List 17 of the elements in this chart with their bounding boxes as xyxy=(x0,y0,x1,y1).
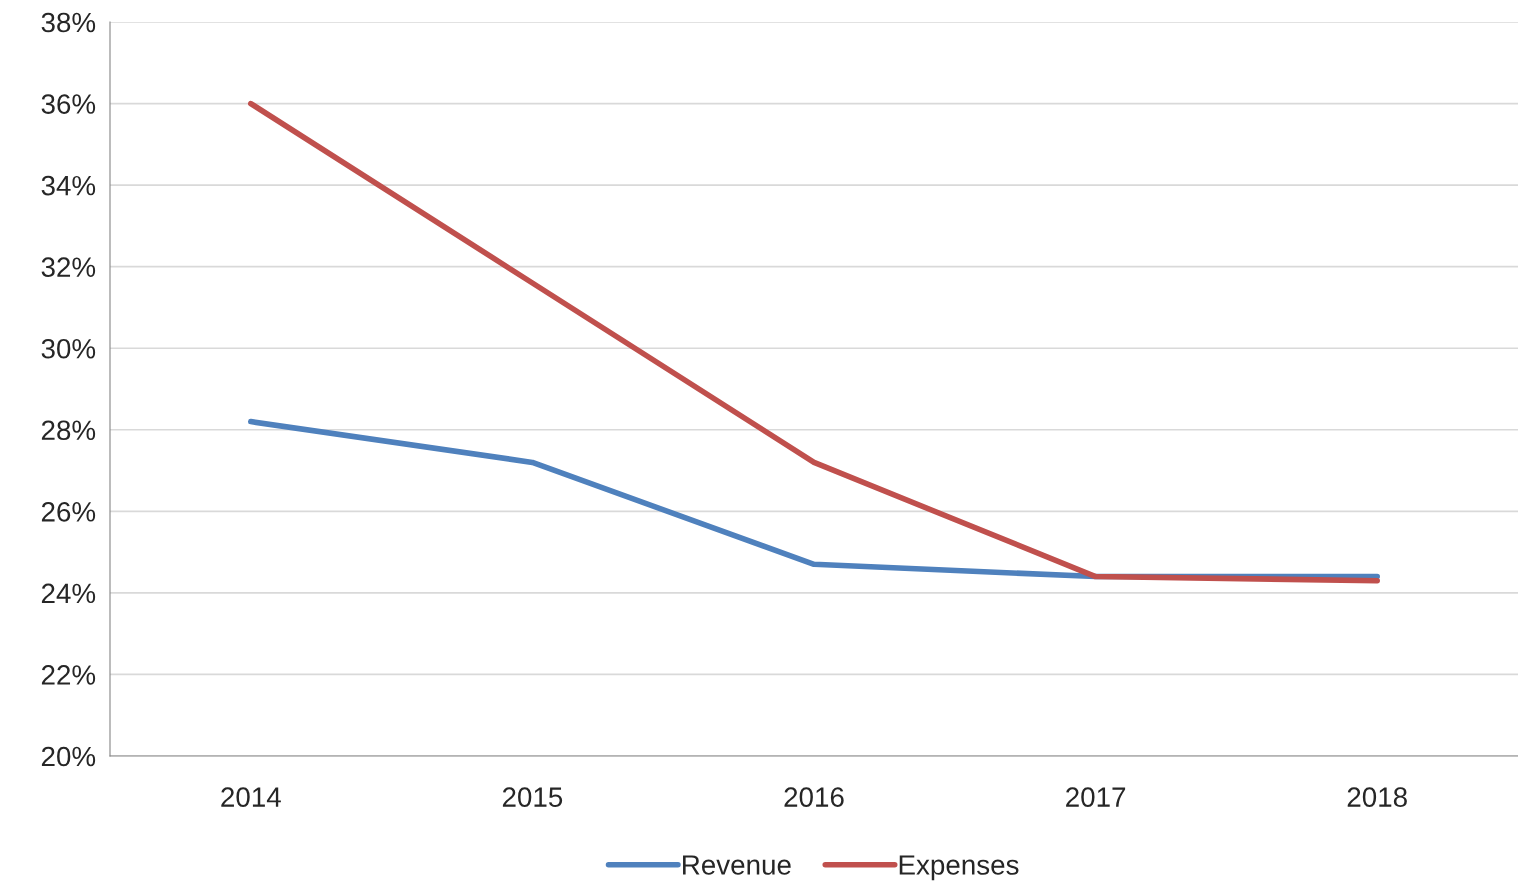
y-tick-label: 28% xyxy=(41,420,96,441)
y-tick-label: 34% xyxy=(41,175,96,196)
legend-label: Expenses xyxy=(899,855,1019,881)
x-tick-label: 2015 xyxy=(502,787,563,807)
y-tick-label: 30% xyxy=(41,338,96,359)
x-tick-label: 2014 xyxy=(221,787,281,807)
y-tick-label: 24% xyxy=(41,583,96,604)
y-tick-label: 32% xyxy=(41,257,96,278)
x-tick-label: 2017 xyxy=(1066,787,1126,807)
y-tick-label: 36% xyxy=(41,94,96,114)
x-tick-label: 2018 xyxy=(1347,787,1407,807)
x-tick-label: 2016 xyxy=(784,787,844,807)
legend-label: Revenue xyxy=(683,855,791,875)
y-tick-label: 38% xyxy=(41,12,96,33)
y-tick-label: 22% xyxy=(41,665,96,685)
y-tick-label: 26% xyxy=(41,502,96,522)
y-tick-label: 20% xyxy=(41,746,96,767)
